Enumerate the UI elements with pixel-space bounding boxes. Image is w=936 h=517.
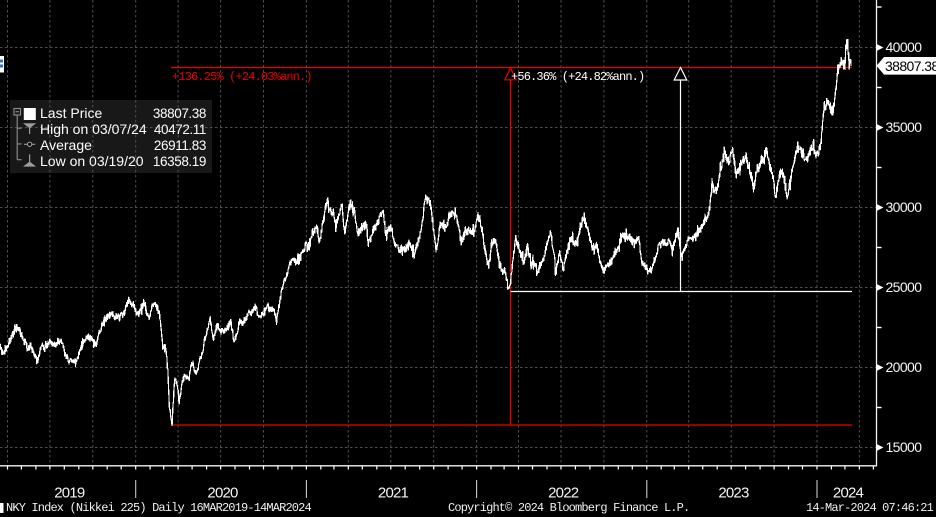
svg-text:2020: 2020 xyxy=(207,485,238,502)
svg-text:26911.83: 26911.83 xyxy=(154,138,206,153)
svg-text:38807.38: 38807.38 xyxy=(153,106,206,121)
svg-text:2022: 2022 xyxy=(548,485,579,502)
svg-text:40000: 40000 xyxy=(886,39,923,55)
svg-text:20000: 20000 xyxy=(886,359,923,375)
svg-text:38807.38: 38807.38 xyxy=(885,58,936,74)
svg-text:16358.19: 16358.19 xyxy=(153,154,206,169)
svg-text:High on 03/07/24: High on 03/07/24 xyxy=(40,121,147,137)
svg-text:2019: 2019 xyxy=(54,485,85,502)
svg-text:14-Mar-2024 07:46:21: 14-Mar-2024 07:46:21 xyxy=(806,501,934,515)
svg-text:2024: 2024 xyxy=(833,485,864,502)
svg-text:2023: 2023 xyxy=(718,485,749,502)
svg-text:+136.25% (+24.03%ann.): +136.25% (+24.03%ann.) xyxy=(172,70,312,84)
svg-text:25000: 25000 xyxy=(886,279,923,295)
svg-text:Average: Average xyxy=(40,137,92,153)
svg-text:Last Price: Last Price xyxy=(40,105,102,121)
svg-text:30000: 30000 xyxy=(886,199,923,215)
svg-text:NKY Index (Nikkei 225) Daily: NKY Index (Nikkei 225) Daily 16MAR2019-1… xyxy=(6,501,312,515)
svg-text:2021: 2021 xyxy=(378,485,409,502)
svg-text:Copyright© 2024 Bloomberg Fina: Copyright© 2024 Bloomberg Finance L.P. xyxy=(448,501,689,515)
svg-text:Low on 03/19/20: Low on 03/19/20 xyxy=(40,153,144,169)
svg-text:35000: 35000 xyxy=(886,119,923,135)
svg-text:15000: 15000 xyxy=(886,439,923,455)
svg-text:+56.36% (+24.82%ann.): +56.36% (+24.82%ann.) xyxy=(511,70,644,84)
svg-text:40472.11: 40472.11 xyxy=(154,122,206,137)
